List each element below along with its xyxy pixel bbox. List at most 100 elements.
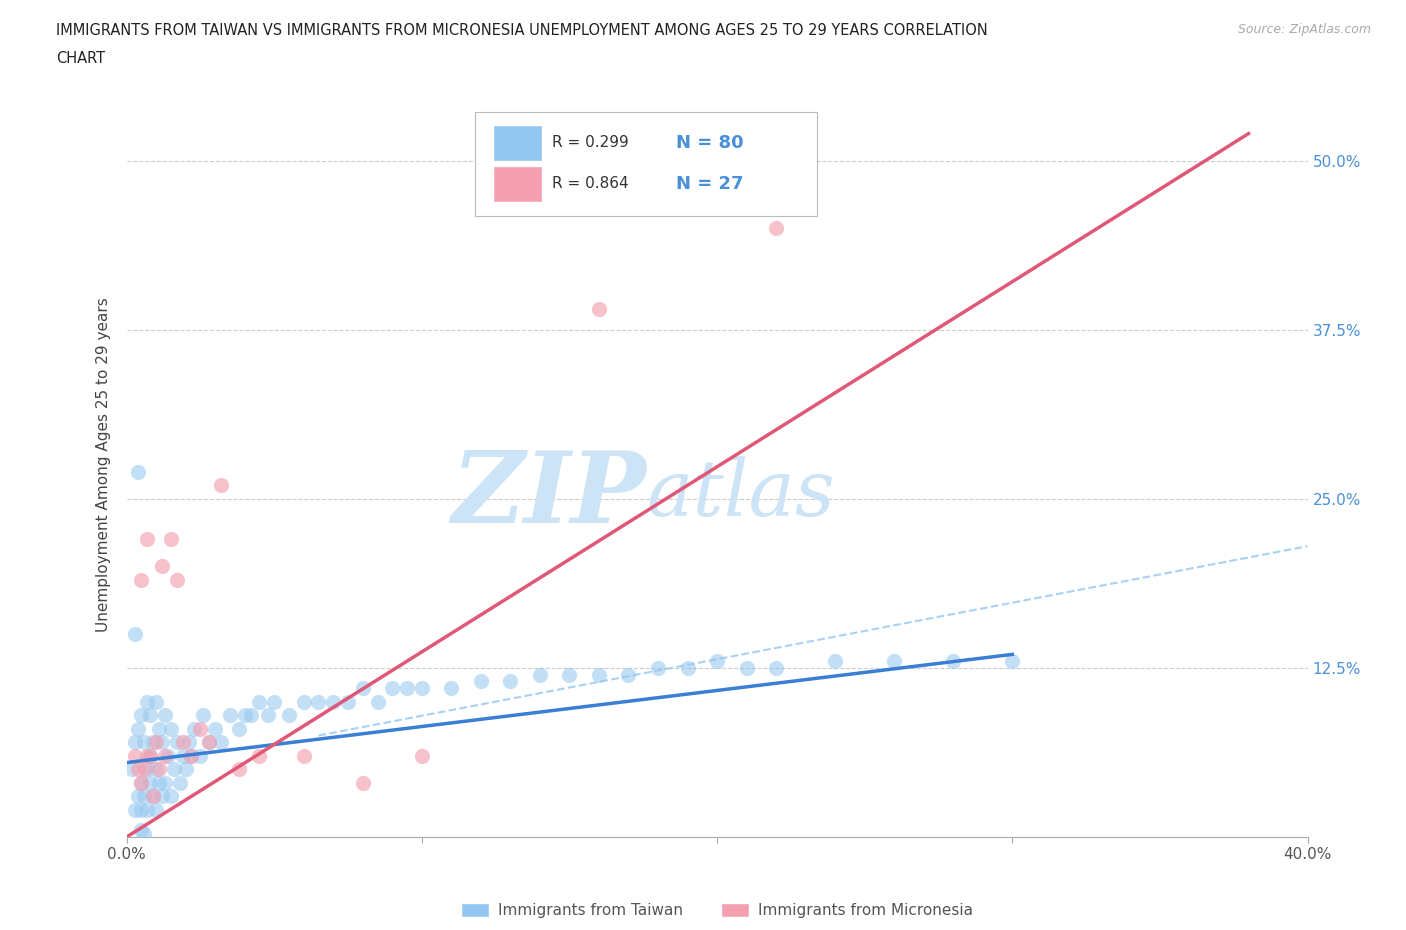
Point: [292, 749, 315, 764]
Point: [396, 681, 419, 696]
Point: [352, 681, 374, 696]
Point: [177, 735, 200, 750]
FancyBboxPatch shape: [492, 166, 543, 203]
Text: R = 0.864: R = 0.864: [551, 177, 628, 192]
Text: IMMIGRANTS FROM TAIWAN VS IMMIGRANTS FROM MICRONESIA UNEMPLOYMENT AMONG AGES 25 : IMMIGRANTS FROM TAIWAN VS IMMIGRANTS FRO…: [56, 23, 988, 38]
Point: [172, 749, 194, 764]
Point: [153, 708, 176, 723]
Point: [411, 749, 433, 764]
Point: [172, 735, 194, 750]
Point: [127, 722, 149, 737]
Point: [247, 695, 270, 710]
Point: [129, 708, 153, 723]
Point: [129, 573, 153, 588]
Point: [499, 674, 522, 689]
Point: [145, 762, 167, 777]
Y-axis label: Unemployment Among Ages 25 to 29 years: Unemployment Among Ages 25 to 29 years: [96, 298, 111, 632]
Point: [228, 722, 250, 737]
Point: [124, 735, 146, 750]
Point: [153, 749, 176, 764]
Point: [198, 735, 221, 750]
Point: [159, 722, 183, 737]
Point: [1001, 654, 1024, 669]
Point: [942, 654, 965, 669]
Point: [337, 695, 360, 710]
Point: [142, 789, 165, 804]
Point: [136, 803, 159, 817]
Point: [136, 749, 159, 764]
Point: [239, 708, 262, 723]
Point: [139, 749, 162, 764]
Point: [150, 559, 173, 574]
Text: N = 80: N = 80: [676, 134, 744, 152]
Point: [233, 708, 256, 723]
Text: atlas: atlas: [647, 457, 835, 533]
Point: [163, 762, 186, 777]
Point: [166, 573, 188, 588]
Point: [136, 532, 159, 547]
Point: [247, 749, 270, 764]
FancyBboxPatch shape: [475, 112, 817, 216]
Point: [209, 478, 232, 493]
Point: [174, 762, 197, 777]
Point: [145, 695, 167, 710]
Point: [148, 776, 170, 790]
Point: [765, 220, 787, 235]
Point: [124, 803, 146, 817]
Text: ZIP: ZIP: [451, 446, 647, 543]
Point: [352, 776, 374, 790]
Point: [145, 803, 167, 817]
Point: [307, 695, 329, 710]
Point: [139, 749, 162, 764]
Point: [647, 660, 669, 675]
Point: [617, 667, 640, 682]
Point: [153, 776, 176, 790]
Point: [129, 776, 153, 790]
Point: [134, 789, 156, 804]
Point: [765, 660, 787, 675]
Point: [676, 660, 699, 675]
Text: Source: ZipAtlas.com: Source: ZipAtlas.com: [1237, 23, 1371, 36]
Point: [883, 654, 905, 669]
Point: [150, 735, 173, 750]
Point: [322, 695, 344, 710]
Point: [134, 762, 156, 777]
Point: [129, 803, 153, 817]
Point: [148, 722, 170, 737]
Point: [150, 789, 173, 804]
Point: [366, 695, 388, 710]
Point: [188, 749, 211, 764]
Point: [183, 722, 205, 737]
Point: [139, 708, 162, 723]
Point: [180, 749, 202, 764]
Point: [136, 695, 159, 710]
Point: [129, 776, 153, 790]
Point: [209, 735, 232, 750]
Point: [124, 749, 146, 764]
Point: [188, 722, 211, 737]
Point: [470, 674, 492, 689]
Point: [198, 735, 221, 750]
Point: [228, 762, 250, 777]
Point: [134, 827, 156, 842]
Point: [159, 789, 183, 804]
Point: [139, 776, 162, 790]
Point: [142, 789, 165, 804]
Point: [529, 667, 551, 682]
Point: [156, 749, 179, 764]
Point: [257, 708, 280, 723]
Point: [180, 749, 202, 764]
Point: [735, 660, 758, 675]
Point: [159, 532, 183, 547]
FancyBboxPatch shape: [492, 125, 543, 162]
Point: [706, 654, 728, 669]
Point: [219, 708, 242, 723]
Point: [824, 654, 846, 669]
Point: [588, 667, 610, 682]
Point: [278, 708, 301, 723]
Point: [124, 627, 146, 642]
Point: [134, 735, 156, 750]
Point: [127, 762, 149, 777]
Point: [588, 302, 610, 317]
Point: [129, 823, 153, 838]
